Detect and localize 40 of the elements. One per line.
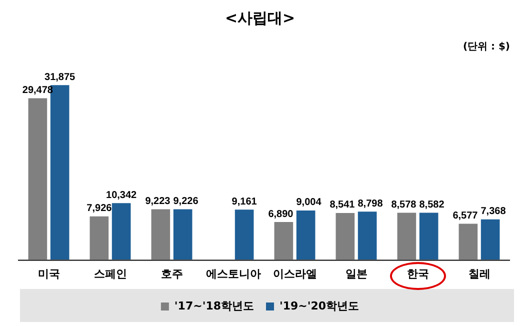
data-label: 9,004: [296, 197, 322, 208]
bar: [173, 209, 192, 260]
bar: [274, 222, 294, 260]
data-label: 7,368: [480, 206, 506, 218]
x-tick-label: 칠레: [468, 267, 490, 280]
bar: [296, 210, 316, 260]
data-label: 10,342: [106, 190, 138, 201]
bar: [336, 212, 355, 260]
x-tick-label: 미국: [38, 267, 60, 280]
bar: [358, 212, 377, 260]
data-label: 31,875: [44, 72, 76, 83]
x-tick-label: 에스토니아: [206, 267, 261, 280]
x-tick-label: 호주: [160, 267, 183, 280]
x-tick-label: 한국: [406, 267, 429, 280]
text: (단위 : $): [462, 42, 510, 53]
bar: [458, 224, 478, 260]
data-label: 8,582: [419, 200, 445, 211]
bar: [112, 203, 131, 260]
bar: [28, 98, 48, 260]
data-label: 6,577: [452, 210, 478, 222]
data-label: 9,161: [232, 196, 258, 208]
bar: [90, 216, 109, 260]
data-label: 7,926: [86, 203, 112, 214]
data-label: 6,890: [268, 208, 294, 220]
bar: [397, 212, 416, 260]
legend-label: '17~'18학년도: [174, 299, 254, 312]
data-label: 8,578: [391, 200, 417, 211]
bar: [419, 212, 438, 260]
bar: [480, 219, 500, 260]
legend-label: '19~'20학년도: [280, 299, 360, 312]
data-label: 8,541: [330, 200, 356, 211]
x-tick-label: 이스라엘: [272, 267, 317, 280]
data-label: 9,223: [145, 196, 171, 208]
chart-title: <사립대>: [224, 8, 296, 27]
data-label: 8,798: [358, 198, 384, 210]
x-tick-label: 스페인: [94, 267, 127, 280]
data-label: 9,226: [173, 196, 199, 207]
bar: [151, 209, 170, 260]
x-tick-label: 일본: [345, 267, 368, 280]
bar: [234, 210, 254, 260]
